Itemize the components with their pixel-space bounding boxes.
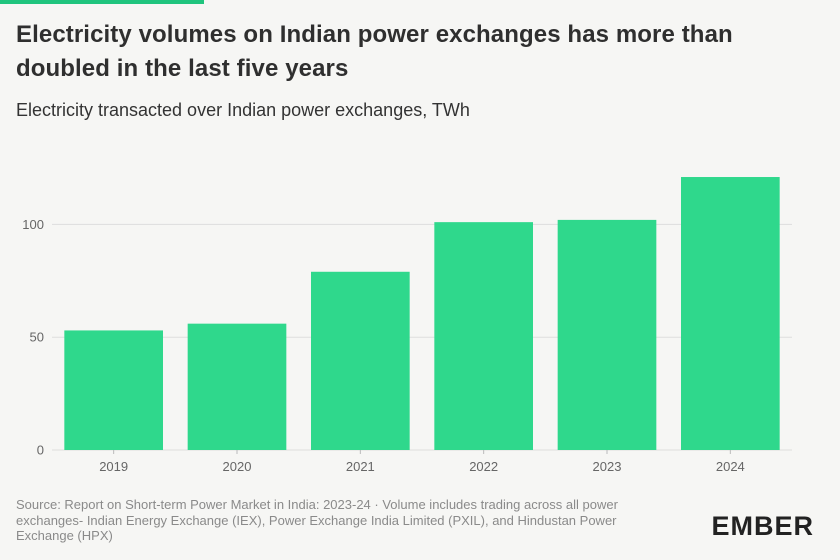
bar-2020 (187, 323, 287, 450)
y-tick-label: 0 (37, 443, 44, 458)
y-tick-label: 100 (22, 217, 44, 232)
bars (64, 177, 780, 451)
ember-logo: EMBER (711, 511, 814, 541)
bar-chart: 0 50 100 2019 2020 2021 2022 2023 2024 (22, 177, 792, 474)
x-tick-label: 2023 (593, 459, 622, 474)
chart-title: Electricity volumes on Indian power exch… (16, 21, 733, 82)
bar-2021 (311, 271, 410, 450)
x-tick-label: 2021 (346, 459, 375, 474)
x-tick-label: 2024 (716, 459, 745, 474)
x-tick-label: 2019 (99, 459, 128, 474)
x-tick-label: 2022 (469, 459, 498, 474)
chart-subtitle: Electricity transacted over Indian power… (16, 100, 470, 120)
source-note: Source: Report on Short-term Power Marke… (16, 497, 618, 543)
x-tick-label: 2020 (223, 459, 252, 474)
grid-lines (52, 223, 792, 451)
bar-2024 (681, 177, 780, 451)
y-tick-label: 50 (30, 330, 44, 345)
top-accent-bar (0, 0, 204, 4)
bar-2023 (557, 219, 657, 450)
axis-labels: 0 50 100 2019 2020 2021 2022 2023 2024 (22, 217, 744, 474)
bar-2022 (434, 222, 533, 450)
bar-2019 (64, 330, 163, 450)
